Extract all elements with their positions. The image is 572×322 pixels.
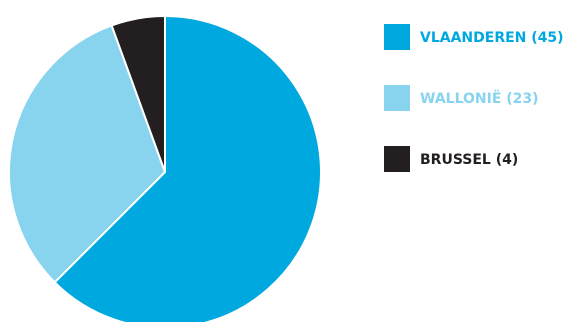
pie-slice-0 [53,15,322,322]
legend-label-0: VLAANDEREN (45) [420,30,564,46]
legend-swatch-0 [384,24,410,50]
pie-slice-2 [110,15,166,173]
legend: VLAANDEREN (45) WALLONIË (23) BRUSSEL (4) [384,24,564,172]
legend-label-2: BRUSSEL (4) [420,152,518,168]
pie-slice-1 [8,24,166,284]
legend-swatch-1 [384,85,410,111]
legend-label-1: WALLONIË (23) [420,90,539,107]
pie-slices [8,15,322,322]
legend-swatch-2 [384,146,410,172]
